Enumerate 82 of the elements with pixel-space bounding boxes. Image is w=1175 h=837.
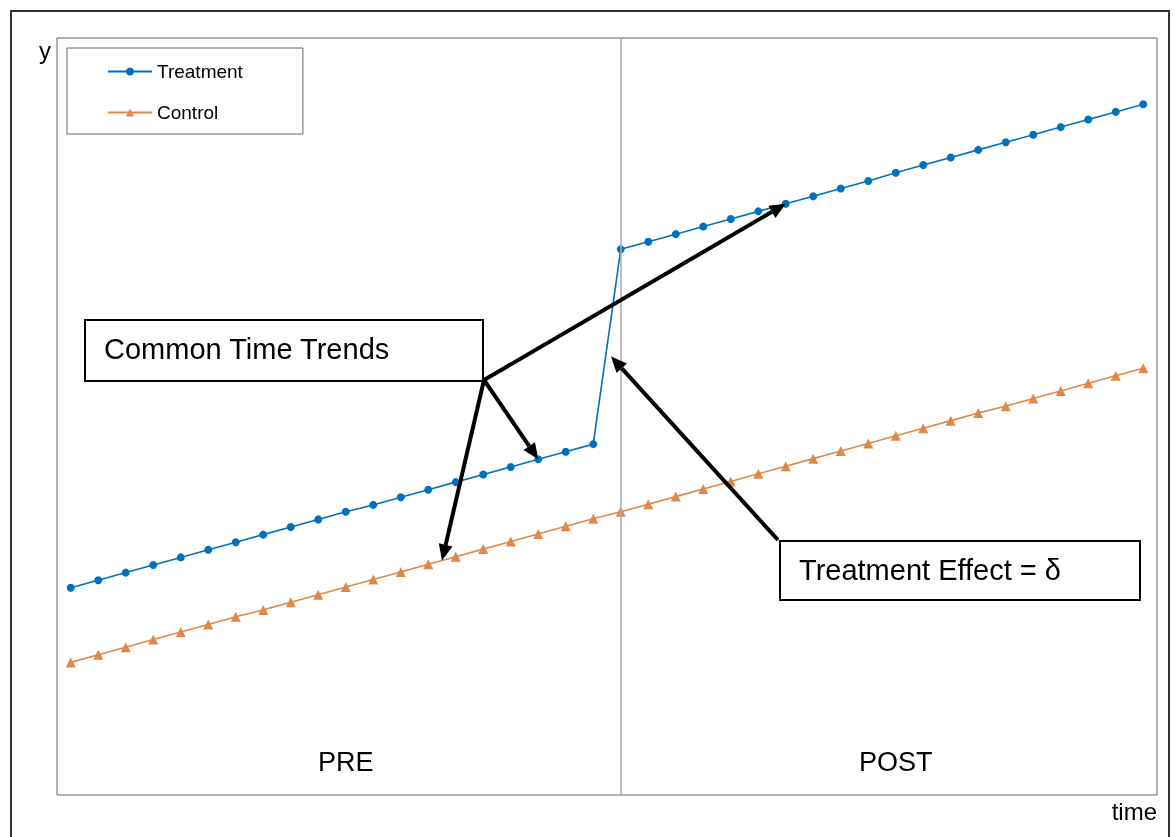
point (726, 214, 735, 223)
point (1083, 378, 1094, 389)
point (753, 468, 764, 479)
point (94, 576, 103, 585)
point (1084, 115, 1093, 124)
point (864, 176, 873, 185)
point (506, 462, 515, 471)
point (1056, 123, 1065, 132)
point (974, 145, 983, 154)
legend-label: Control (157, 102, 219, 123)
point (313, 589, 324, 600)
point (698, 484, 709, 495)
point (204, 545, 213, 554)
point (424, 485, 433, 494)
point (809, 192, 818, 201)
point (148, 634, 159, 645)
point (1029, 130, 1038, 139)
x-axis-title: time (1111, 797, 1157, 825)
point (120, 642, 131, 653)
point (671, 230, 680, 239)
point (644, 237, 653, 246)
note-box: Treatment Effect = δ (779, 540, 1141, 601)
point (945, 415, 956, 426)
point (259, 530, 268, 539)
point (479, 470, 488, 479)
point (66, 583, 75, 592)
point (121, 568, 130, 577)
annotation: POST (858, 747, 933, 778)
point (1139, 100, 1148, 109)
point (286, 523, 295, 532)
point (175, 627, 186, 637)
point (835, 446, 846, 457)
point (919, 161, 928, 170)
point (918, 423, 929, 434)
point (423, 559, 434, 570)
point (670, 491, 681, 502)
point (203, 619, 214, 630)
point (93, 649, 104, 660)
point (1138, 363, 1149, 374)
point (478, 544, 489, 555)
point (258, 604, 269, 615)
point (369, 500, 378, 509)
point (699, 222, 708, 231)
point (1001, 138, 1010, 147)
point (285, 597, 296, 608)
point (230, 611, 241, 622)
point (643, 499, 654, 510)
point (341, 507, 350, 516)
point (395, 566, 406, 577)
annotation: PRE (317, 747, 374, 778)
legend-label: Treatment (157, 61, 244, 82)
note-box: Common Time Trends (84, 319, 484, 382)
point (946, 153, 955, 162)
point (396, 493, 405, 502)
point (891, 168, 900, 177)
point (505, 536, 516, 547)
point (863, 438, 874, 449)
point (588, 513, 599, 524)
point (890, 430, 901, 441)
point (836, 184, 845, 193)
point (808, 453, 819, 464)
point (1000, 401, 1011, 412)
point (1055, 385, 1066, 396)
point (589, 440, 598, 449)
point (231, 538, 240, 547)
point (368, 574, 379, 585)
point (533, 528, 544, 539)
point (176, 553, 185, 562)
point (1111, 107, 1120, 116)
point (560, 521, 571, 532)
point (754, 207, 763, 216)
point (340, 582, 351, 593)
point (973, 408, 984, 419)
point (1028, 393, 1039, 404)
point (314, 515, 323, 524)
point (65, 657, 76, 668)
point (149, 561, 158, 569)
point (1110, 370, 1121, 381)
y-axis-title: y (39, 36, 51, 64)
point (780, 461, 791, 472)
point (450, 551, 461, 562)
point (561, 447, 570, 456)
